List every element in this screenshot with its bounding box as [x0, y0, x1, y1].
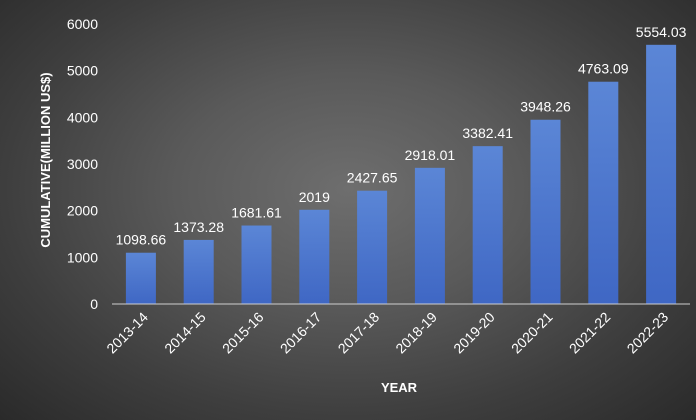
x-tick-label: 2017-18: [335, 309, 383, 357]
data-label: 2019: [299, 189, 330, 205]
data-label: 3948.26: [520, 99, 571, 115]
x-tick-label: 2016-17: [277, 309, 325, 357]
x-tick-label: 2022-23: [624, 309, 672, 357]
bar: [531, 120, 561, 304]
bar: [415, 168, 445, 304]
y-tick-label: 1000: [67, 249, 98, 265]
bar: [588, 82, 618, 304]
bar: [126, 253, 156, 304]
data-label: 2918.01: [405, 147, 456, 163]
y-tick-label: 0: [90, 296, 98, 312]
y-tick-label: 5000: [67, 63, 98, 79]
x-axis-ticks: 2013-14 2014-15 2015-16 2016-17 2017-18 2018-…: [103, 309, 671, 357]
x-tick-label: 2019-20: [450, 309, 498, 357]
y-axis-ticks: 0 1000 2000 3000 4000 5000 6000: [67, 16, 98, 312]
x-tick-label: 2018-19: [392, 309, 440, 357]
bar: [184, 240, 214, 304]
data-label: 5554.03: [636, 24, 687, 40]
x-tick-label: 2014-15: [161, 309, 209, 357]
bar: [299, 210, 329, 304]
x-tick-label: 2013-14: [103, 309, 151, 357]
data-label: 1681.61: [231, 205, 282, 221]
x-tick-label: 2021-22: [566, 309, 614, 357]
x-tick-label: 2015-16: [219, 309, 267, 357]
y-tick-label: 4000: [67, 109, 98, 125]
data-label: 1098.66: [116, 232, 167, 248]
bar: [646, 45, 676, 304]
bar: [242, 226, 272, 304]
x-tick-label: 2020-21: [508, 309, 556, 357]
data-label: 2427.65: [347, 170, 398, 186]
bars: [126, 45, 676, 304]
x-axis-title: YEAR: [381, 380, 418, 395]
y-axis-title: CUMULATIVE(MILLION US$): [38, 72, 53, 247]
y-tick-label: 2000: [67, 203, 98, 219]
y-tick-label: 3000: [67, 156, 98, 172]
data-label: 4763.09: [578, 61, 629, 77]
y-tick-label: 6000: [67, 16, 98, 32]
bar: [473, 146, 503, 304]
bar: [357, 191, 387, 304]
data-label: 3382.41: [462, 125, 513, 141]
data-label: 1373.28: [173, 219, 224, 235]
